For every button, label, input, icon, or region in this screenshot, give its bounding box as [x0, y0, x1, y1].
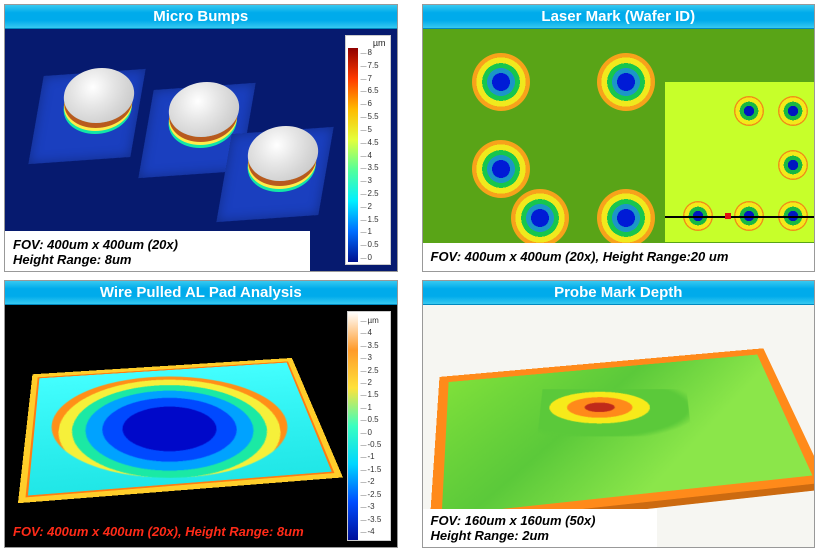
zoom-inset [665, 82, 814, 242]
laser-dot [472, 53, 530, 111]
panel-wire-pulled: Wire Pulled AL Pad Analysis µm 4 3.5 3 2… [4, 280, 398, 548]
laser-dot [472, 140, 530, 198]
colorbar [348, 312, 358, 540]
heightmap-2d [423, 29, 815, 271]
pad-plate [430, 349, 814, 527]
panel-content: µm 8 7.5 7 6.5 6 5.5 5 4.5 4 3.5 3 [5, 29, 397, 271]
panel-title: Wire Pulled AL Pad Analysis [5, 281, 397, 305]
laser-dot [511, 189, 569, 247]
laser-dot [778, 150, 808, 180]
surface-3d [5, 305, 397, 547]
scale-unit: µm [361, 316, 390, 325]
laser-dot [597, 189, 655, 247]
panel-grid: Micro Bumps µm 8 7.5 7 6.5 [4, 4, 815, 548]
panel-probe-mark: Probe Mark Depth FOV: 160um x 160um (50x… [422, 280, 816, 548]
laser-dot [734, 96, 764, 126]
panel-content: FOV: 160um x 160um (50x) Height Range: 2… [423, 305, 815, 547]
color-scale: µm 4 3.5 3 2.5 2 1.5 1 0.5 0 -0.5 -1 -1.… [347, 311, 391, 541]
caption: FOV: 160um x 160um (50x) Height Range: 2… [431, 513, 650, 543]
colorbar [348, 48, 358, 262]
caption: FOV: 400um x 400um (20x), Height Range: … [13, 523, 304, 541]
probe-mark [537, 389, 691, 436]
scale-ticks: 8 7.5 7 6.5 6 5.5 5 4.5 4 3.5 3 2.5 2 1.… [358, 48, 388, 262]
caption-strip: FOV: 400um x 400um (20x), Height Range:2… [423, 243, 815, 271]
profile-marker [725, 213, 731, 219]
panel-content: µm 4 3.5 3 2.5 2 1.5 1 0.5 0 -0.5 -1 -1.… [5, 305, 397, 547]
panel-micro-bumps: Micro Bumps µm 8 7.5 7 6.5 [4, 4, 398, 272]
laser-dot [778, 96, 808, 126]
panel-content: FOV: 400um x 400um (20x), Height Range:2… [423, 29, 815, 271]
profile-line [665, 216, 814, 218]
panel-title: Micro Bumps [5, 5, 397, 29]
caption: FOV: 400um x 400um (20x), Height Range:2… [431, 248, 729, 266]
laser-dot [597, 53, 655, 111]
color-scale: µm 8 7.5 7 6.5 6 5.5 5 4.5 4 3.5 3 [345, 35, 391, 265]
panel-title: Probe Mark Depth [423, 281, 815, 305]
scale-ticks: µm 4 3.5 3 2.5 2 1.5 1 0.5 0 -0.5 -1 -1.… [358, 312, 390, 540]
scale-unit: µm [373, 38, 386, 48]
panel-laser-mark: Laser Mark (Wafer ID) [422, 4, 816, 272]
caption-box: FOV: 400um x 400um (20x) Height Range: 8… [5, 231, 310, 271]
caption-strip: FOV: 160um x 160um (50x) Height Range: 2… [423, 509, 658, 547]
caption: FOV: 400um x 400um (20x) Height Range: 8… [13, 237, 302, 267]
panel-title: Laser Mark (Wafer ID) [423, 5, 815, 29]
